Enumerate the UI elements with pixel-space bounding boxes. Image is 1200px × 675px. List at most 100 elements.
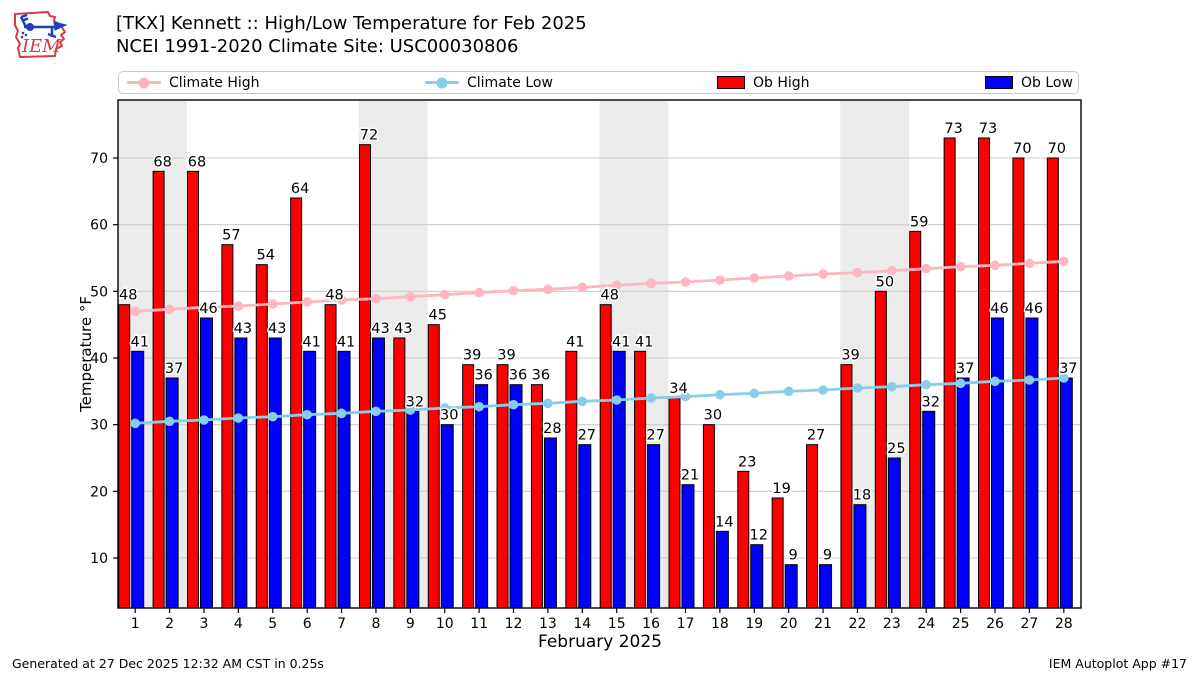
ob-high-label-day-24: 59 <box>910 214 928 230</box>
ob-low-bar-day-12 <box>509 384 523 609</box>
ob-low-label-day-5: 43 <box>268 321 286 337</box>
climate-high-marker-day-22 <box>852 267 863 278</box>
ob-high-bar-day-24 <box>909 230 922 609</box>
ob-high-bar-day-16 <box>634 350 647 609</box>
x-tick-label-7: 7 <box>337 616 346 632</box>
climate-low-marker-day-25 <box>955 378 966 389</box>
app-credit: IEM Autoplot App #17 <box>1048 656 1187 671</box>
x-tick-label-25: 25 <box>952 616 970 632</box>
ob-high-label-day-14: 41 <box>566 334 584 350</box>
ob-high-bar-day-25 <box>943 137 956 609</box>
climate-high-marker-day-2 <box>164 304 175 315</box>
legend-item-climate-low: Climate Low <box>425 72 553 93</box>
climate-low-marker-day-2 <box>164 416 175 427</box>
climate-low-marker-day-9 <box>405 405 416 415</box>
ob-low-bar-day-13 <box>543 437 557 609</box>
climate-high-marker-day-18 <box>715 275 725 285</box>
x-tick-label-18: 18 <box>711 616 729 632</box>
ob-low-bar-day-18 <box>715 530 729 609</box>
climate-low-marker-day-13 <box>543 398 553 409</box>
x-tick-label-4: 4 <box>234 616 243 632</box>
x-tick-label-8: 8 <box>371 616 380 632</box>
legend-label-climate-low: Climate Low <box>467 74 553 91</box>
ob-low-label-day-21: 9 <box>823 548 832 564</box>
ob-low-label-day-17: 21 <box>681 468 699 484</box>
x-tick-label-23: 23 <box>883 616 901 632</box>
iowa-outline-icon <box>14 11 66 58</box>
ob-high-bar-day-27 <box>1012 157 1025 609</box>
ob-high-label-day-15: 48 <box>600 288 618 304</box>
ob-low-bar-day-17 <box>681 484 695 609</box>
climate-low-marker-day-28 <box>1059 373 1069 383</box>
ob-low-label-day-11: 36 <box>474 368 492 384</box>
x-tick-label-22: 22 <box>849 616 867 632</box>
chart-subtitle: NCEI 1991-2020 Climate Site: USC00030806 <box>116 36 519 57</box>
climate-high-marker-day-23 <box>887 265 897 276</box>
ob-low-label-day-9: 32 <box>406 394 424 410</box>
climate-high-marker-day-1 <box>130 306 140 317</box>
ob-low-bar-day-15 <box>612 350 626 609</box>
ob-high-label-day-17: 34 <box>669 381 687 397</box>
y-tick-label-20: 20 <box>90 484 108 500</box>
climate-low-marker-day-26 <box>990 376 1000 387</box>
ob-low-bar-day-26 <box>991 317 1005 609</box>
ob-low-bar-day-27 <box>1025 317 1039 609</box>
x-tick-label-10: 10 <box>436 616 454 632</box>
ob-low-label-day-2: 37 <box>165 361 183 377</box>
climate-low-marker-day-23 <box>887 381 897 392</box>
ob-low-label-day-3: 46 <box>199 301 217 317</box>
x-tick-label-12: 12 <box>505 616 523 632</box>
x-tick-label-15: 15 <box>608 616 626 632</box>
ob-high-bar-day-19 <box>737 470 750 609</box>
ob-high-label-day-19: 23 <box>738 454 756 470</box>
climate-low-marker-day-16 <box>646 393 656 403</box>
climate-high-marker-day-25 <box>955 261 966 272</box>
climate-low-marker-day-18 <box>715 389 725 400</box>
ob-low-bar-day-22 <box>853 504 867 609</box>
plot-border <box>117 99 1082 609</box>
ob-high-label-day-23: 50 <box>876 274 894 290</box>
ob-high-bar-day-7 <box>324 304 337 609</box>
climate-high-marker-day-20 <box>783 271 794 281</box>
chart-legend: Climate High Climate Low Ob High Ob Low <box>118 71 1079 94</box>
ob-low-bar-day-23 <box>887 457 901 609</box>
ob-low-bar-day-9 <box>406 410 420 609</box>
ob-high-label-day-16: 41 <box>635 334 653 350</box>
y-tick-label-50: 50 <box>90 284 108 300</box>
climate-high-marker-day-14 <box>577 282 588 293</box>
ob-high-bar-day-20 <box>771 497 784 609</box>
climate-high-marker-day-21 <box>818 269 828 279</box>
climate-high-marker-day-8 <box>371 293 381 304</box>
ob-high-label-day-6: 64 <box>291 181 309 197</box>
climate-low-marker-day-6 <box>302 409 312 420</box>
generated-timestamp: Generated at 27 Dec 2025 12:32 AM CST in… <box>12 656 324 671</box>
ob-high-bar-day-14 <box>565 350 578 609</box>
climate-high-marker-day-5 <box>267 299 278 309</box>
climate-low-marker-day-17 <box>680 391 691 402</box>
x-tick-label-1: 1 <box>131 616 140 632</box>
x-tick-label-14: 14 <box>573 616 591 632</box>
ob-high-patch-swatch-icon <box>717 76 745 89</box>
chart-title: [TKX] Kennett :: High/Low Temperature fo… <box>116 13 587 34</box>
x-tick-label-24: 24 <box>917 616 935 632</box>
climate-low-marker-day-12 <box>508 399 519 410</box>
climate-low-line <box>133 376 1066 425</box>
ob-high-label-day-18: 30 <box>704 408 722 424</box>
legend-item-ob-low: Ob Low <box>985 72 1073 93</box>
ob-high-label-day-7: 48 <box>325 288 343 304</box>
legend-label-ob-low: Ob Low <box>1021 74 1073 91</box>
ob-high-label-day-3: 68 <box>188 154 206 170</box>
climate-high-marker-day-16 <box>646 278 656 289</box>
climate-high-marker-day-15 <box>611 280 622 291</box>
ob-low-bar-day-3 <box>199 317 213 609</box>
climate-low-marker-day-27 <box>1024 375 1035 385</box>
ob-high-bar-day-23 <box>874 290 887 609</box>
x-tick-label-19: 19 <box>745 616 763 632</box>
ob-high-label-day-1: 48 <box>119 288 137 304</box>
ob-high-bar-day-13 <box>530 384 543 609</box>
climate-high-marker-day-3 <box>199 302 209 313</box>
ob-low-label-day-28: 37 <box>1059 361 1077 377</box>
ob-low-bar-day-10 <box>440 424 454 609</box>
ob-high-label-day-20: 19 <box>772 481 790 497</box>
